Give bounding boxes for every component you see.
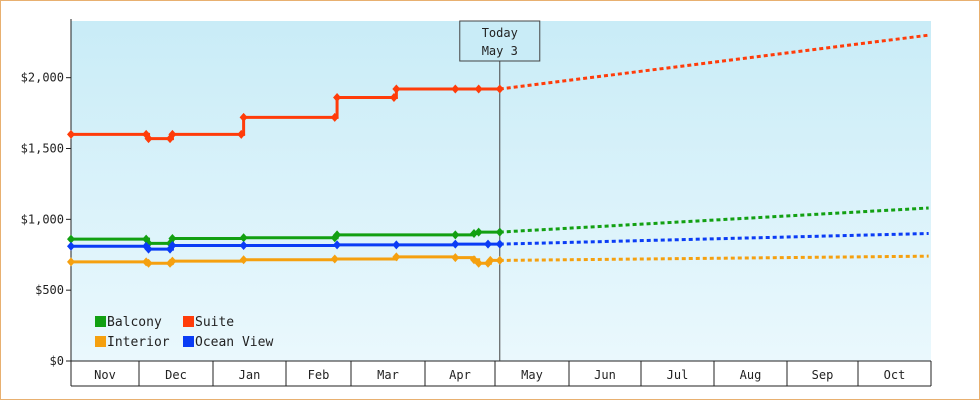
- data-point: [67, 234, 75, 244]
- data-point: [333, 93, 342, 102]
- data-point: [144, 134, 153, 144]
- data-point: [451, 239, 460, 249]
- y-tick-label: $1,000: [21, 212, 64, 226]
- data-point: [239, 255, 248, 265]
- forecast-line-interior: [499, 254, 929, 262]
- x-tick-label: Aug: [740, 368, 762, 382]
- data-point: [495, 227, 504, 237]
- today-date-label: May 3: [482, 44, 518, 58]
- today-marker: Today May 3: [459, 20, 541, 361]
- data-point: [168, 241, 177, 251]
- x-tick-label: Feb: [308, 368, 330, 382]
- x-tick-label: Nov: [94, 368, 116, 382]
- legend-item-ocean-view: Ocean View: [183, 335, 273, 350]
- forecast-line-ocean-view: [499, 232, 929, 246]
- x-tick-label: Sep: [812, 368, 834, 382]
- x-tick-label: Dec: [165, 368, 187, 382]
- x-axis: Nov Dec Jan Feb Mar Apr May Jun Jul Aug Sep Oct: [70, 360, 932, 387]
- data-point: [239, 233, 248, 243]
- legend-item-interior: Interior: [95, 335, 170, 350]
- data-point: [474, 258, 483, 268]
- legend-label: Balcony: [107, 315, 162, 330]
- series-suite: [67, 33, 929, 144]
- x-tick-label: Jun: [594, 368, 616, 382]
- legend-swatch: [95, 336, 106, 347]
- data-point: [67, 129, 75, 139]
- legend-swatch: [95, 316, 106, 327]
- today-label-box: [459, 20, 541, 62]
- data-point: [495, 255, 504, 265]
- x-tick-label: Apr: [449, 368, 471, 382]
- forecast-line-suite: [499, 33, 929, 91]
- x-tick-label: Jul: [667, 368, 689, 382]
- data-point: [392, 84, 401, 94]
- x-tick-label: May: [521, 368, 543, 382]
- today-label: Today: [482, 26, 518, 40]
- data-point: [495, 239, 504, 249]
- data-point: [484, 239, 492, 249]
- legend-label: Suite: [195, 315, 234, 330]
- data-point: [67, 257, 75, 267]
- legend: Balcony Suite Interior Ocean View: [95, 315, 273, 350]
- data-point: [451, 84, 460, 94]
- data-point: [389, 93, 398, 102]
- data-point: [474, 84, 483, 94]
- data-point: [330, 112, 339, 122]
- data-point: [333, 240, 342, 250]
- y-axis: $0 $500 $1,000 $1,500 $2,000: [21, 19, 72, 368]
- data-point: [168, 233, 177, 243]
- legend-item-balcony: Balcony: [95, 315, 162, 330]
- data-point: [486, 255, 495, 265]
- data-point: [392, 252, 401, 262]
- legend-swatch: [183, 316, 194, 327]
- plot-area: [71, 21, 931, 361]
- data-point: [168, 129, 177, 139]
- data-point: [495, 84, 504, 94]
- x-tick-label: Oct: [884, 368, 906, 382]
- data-point: [144, 258, 153, 268]
- data-point: [168, 256, 177, 266]
- legend-label: Ocean View: [195, 335, 273, 350]
- legend-label: Interior: [107, 335, 170, 350]
- data-point: [237, 129, 246, 139]
- series-interior: [67, 252, 929, 268]
- data-point: [451, 230, 460, 240]
- data-point: [474, 227, 483, 237]
- data-point: [333, 230, 342, 240]
- data-point: [144, 244, 153, 254]
- y-tick-label: $1,500: [21, 142, 64, 156]
- data-point: [239, 112, 248, 122]
- series-layer: [67, 33, 929, 268]
- y-tick-label: $0: [50, 354, 64, 368]
- legend-item-suite: Suite: [183, 315, 234, 330]
- forecast-line-balcony: [499, 206, 929, 234]
- y-tick-label: $500: [35, 283, 64, 297]
- data-point: [330, 254, 339, 264]
- y-tick-label: $2,000: [21, 71, 64, 85]
- x-tick-label: Mar: [377, 368, 399, 382]
- series-ocean-view: [67, 232, 929, 254]
- x-tick-label: Jan: [239, 368, 261, 382]
- data-point: [451, 253, 460, 263]
- legend-swatch: [183, 336, 194, 347]
- data-point: [239, 241, 248, 251]
- data-point: [67, 241, 75, 251]
- data-point: [392, 240, 401, 250]
